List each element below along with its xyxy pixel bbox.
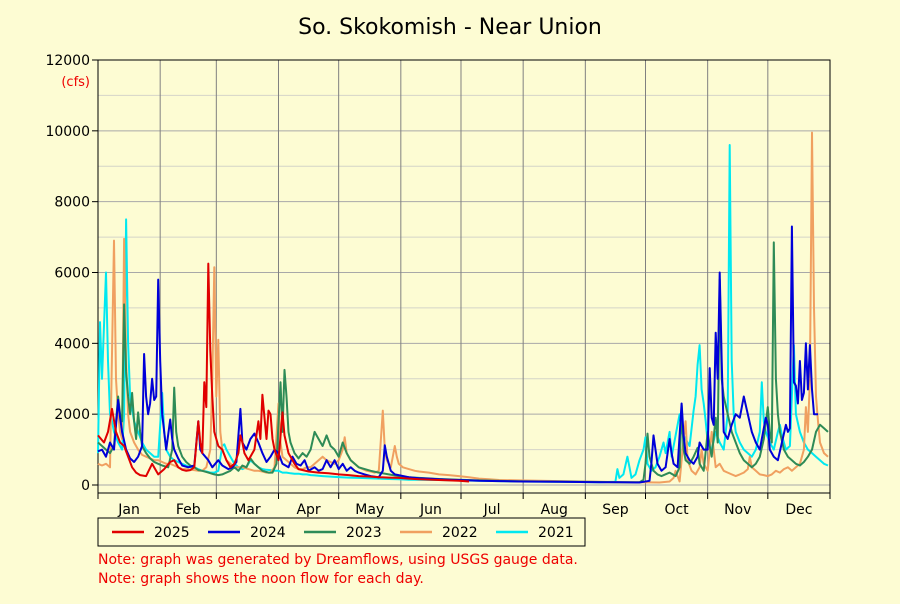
series-group [97, 131, 829, 484]
note-2: Note: graph shows the noon flow for each… [98, 571, 424, 587]
legend: 2025 2024 2023 2022 2021 [97, 517, 586, 547]
x-tick-label: May [355, 502, 384, 518]
x-tick-label: Nov [724, 502, 751, 518]
series-line-2025 [97, 262, 470, 483]
legend-label-2022: 2022 [442, 525, 478, 541]
x-tick-label: Feb [176, 502, 201, 518]
chart-title: So. Skokomish - Near Union [298, 15, 602, 40]
legend-label-2021: 2021 [538, 525, 574, 541]
y-axis-unit: (cfs) [61, 75, 90, 90]
plot-border [97, 59, 831, 494]
x-tick-label: Dec [785, 502, 812, 518]
x-tick-label: Apr [296, 502, 320, 518]
series-line-2023 [97, 241, 829, 484]
note-1: Note: graph was generated by Dreamflows,… [98, 552, 578, 568]
x-tick-label: Mar [234, 502, 261, 518]
y-tick-label: 0 [81, 478, 90, 494]
y-tick-label: 8000 [54, 195, 90, 211]
legend-label-2023: 2023 [346, 525, 382, 541]
y-tick-label: 12000 [45, 53, 90, 69]
x-tick-label: Oct [664, 502, 689, 518]
legend-label-2025: 2025 [154, 525, 190, 541]
x-tick-label: Aug [541, 502, 568, 518]
y-tick-label: 6000 [54, 266, 90, 282]
legend-label-2024: 2024 [250, 525, 286, 541]
x-tick-label: Jul [483, 502, 501, 518]
x-tick-label: Jun [419, 502, 442, 518]
x-tick-label: Jan [117, 502, 140, 518]
series-line-2024 [97, 225, 818, 484]
y-tick-label: 2000 [54, 407, 90, 423]
x-tick-label: Sep [602, 502, 629, 518]
axes: 0 2000 4000 6000 8000 10000 12000 Jan Feb Mar Apr M… [45, 53, 831, 518]
y-tick-label: 4000 [54, 336, 90, 352]
y-tick-label: 10000 [45, 124, 90, 140]
